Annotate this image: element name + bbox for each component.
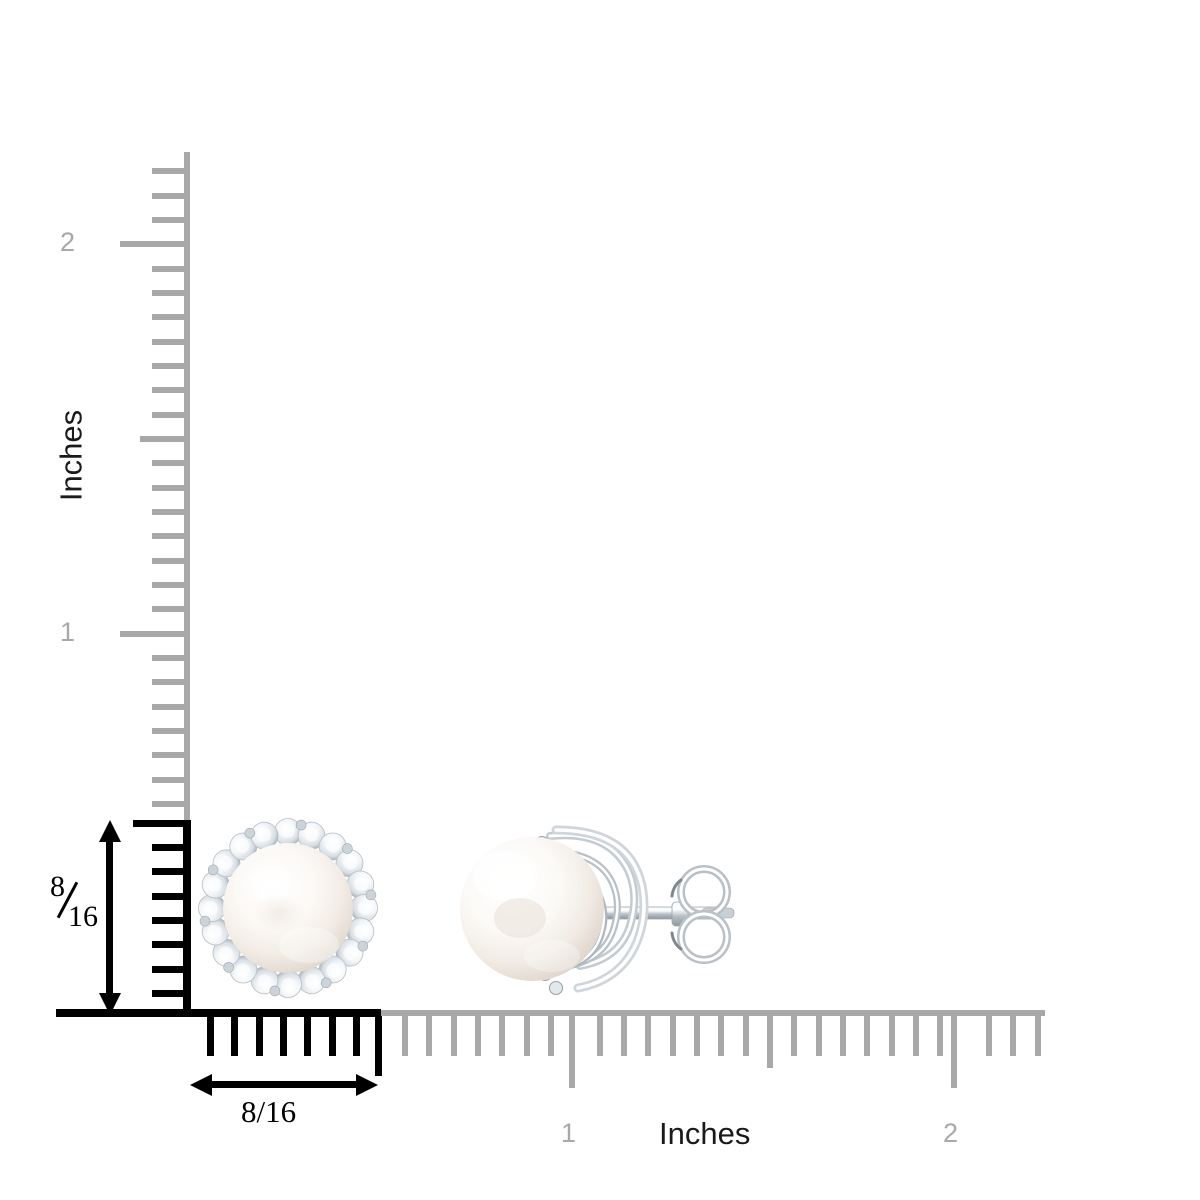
horizontal-tick xyxy=(645,1016,651,1056)
horizontal-tick xyxy=(694,1016,700,1056)
height-dimension-line xyxy=(106,840,113,996)
horizontal-tick-highlight xyxy=(256,1016,263,1056)
horizontal-tick xyxy=(548,1016,554,1056)
horizontal-tick-highlight xyxy=(329,1016,336,1056)
horizontal-tick xyxy=(597,1016,603,1056)
width-arrow-right xyxy=(356,1074,378,1096)
width-dimension-line xyxy=(210,1081,360,1088)
pearl-side xyxy=(460,837,604,981)
vertical-tick xyxy=(152,679,190,685)
earring-front-view xyxy=(198,818,378,998)
vertical-tick xyxy=(152,314,190,320)
vertical-tick-highlight xyxy=(152,990,191,997)
horizontal-tick xyxy=(937,1016,943,1056)
horizontal-axis-line-gray xyxy=(381,1010,1045,1016)
vertical-tick xyxy=(152,193,190,199)
horizontal-tick-highlight xyxy=(280,1016,287,1056)
horizontal-tick xyxy=(840,1016,846,1056)
vertical-tick xyxy=(152,655,190,661)
vertical-tick xyxy=(152,339,190,345)
vertical-tick-inch-1 xyxy=(120,631,190,637)
vertical-tick xyxy=(152,217,190,223)
horizontal-axis-title: Inches xyxy=(659,1116,751,1151)
horizontal-tick-inch-1 xyxy=(569,1016,575,1088)
vertical-tick xyxy=(152,509,190,515)
horizontal-tick-inch-2 xyxy=(951,1016,957,1088)
height-measurement-label: 8 16 xyxy=(50,872,120,942)
horizontal-tick xyxy=(1035,1016,1041,1056)
horizontal-axis-line-black xyxy=(56,1009,381,1017)
horizontal-tick-highlight xyxy=(207,1016,214,1056)
horizontal-tick xyxy=(475,1016,481,1056)
horizontal-tick xyxy=(670,1016,676,1056)
horizontal-tick-highlight xyxy=(375,1016,382,1076)
vertical-tick xyxy=(152,582,190,588)
vertical-tick-highlight xyxy=(152,966,191,973)
vertical-tick xyxy=(152,704,190,710)
horizontal-label-1: 1 xyxy=(561,1118,577,1148)
diamond-halo xyxy=(198,818,378,998)
horizontal-tick-highlight xyxy=(353,1016,360,1056)
vertical-tick xyxy=(152,606,190,612)
height-fraction-numerator: 8 xyxy=(50,870,65,903)
vertical-label-1: 1 xyxy=(60,617,76,647)
horizontal-tick xyxy=(791,1016,797,1056)
horizontal-tick xyxy=(816,1016,822,1056)
vertical-tick xyxy=(152,558,190,564)
vertical-tick-highlight xyxy=(152,844,191,851)
vertical-tick-highlight xyxy=(152,941,191,948)
height-fraction-denominator: 16 xyxy=(68,900,98,933)
vertical-tick xyxy=(152,752,190,758)
height-arrow-top xyxy=(99,820,121,842)
width-arrow-left xyxy=(190,1074,212,1096)
vertical-tick xyxy=(152,363,190,369)
vertical-tick xyxy=(152,728,190,734)
earring-side-view xyxy=(460,825,735,996)
vertical-tick-highlight xyxy=(152,893,191,900)
horizontal-tick xyxy=(524,1016,530,1056)
horizontal-tick xyxy=(889,1016,895,1056)
horizontal-tick xyxy=(426,1016,432,1056)
horizontal-tick xyxy=(402,1016,408,1056)
horizontal-tick xyxy=(743,1016,749,1056)
horizontal-tick-highlight xyxy=(231,1016,238,1056)
vertical-tick xyxy=(152,777,190,783)
vertical-tick xyxy=(152,412,190,418)
horizontal-tick-highlight xyxy=(304,1016,311,1056)
vertical-tick-highlight xyxy=(152,868,191,875)
vertical-axis-title: Inches xyxy=(53,409,89,502)
vertical-tick xyxy=(152,533,190,539)
vertical-tick-inch-2 xyxy=(120,241,190,247)
vertical-tick-highlight xyxy=(133,820,191,827)
vertical-tick xyxy=(152,290,190,296)
vertical-tick xyxy=(152,387,190,393)
vertical-tick xyxy=(152,801,190,807)
horizontal-tick xyxy=(913,1016,919,1056)
horizontal-tick xyxy=(986,1016,992,1056)
horizontal-tick xyxy=(864,1016,870,1056)
vertical-tick-highlight xyxy=(152,917,191,924)
pearl-front xyxy=(223,843,353,973)
horizontal-tick xyxy=(451,1016,457,1056)
width-measurement-label: 8/16 xyxy=(241,1094,297,1129)
horizontal-tick xyxy=(621,1016,627,1056)
horizontal-tick-half xyxy=(767,1016,773,1068)
horizontal-tick xyxy=(718,1016,724,1056)
vertical-label-2: 2 xyxy=(60,227,76,257)
horizontal-tick xyxy=(499,1016,505,1056)
vertical-tick xyxy=(152,485,190,491)
vertical-tick xyxy=(152,168,190,174)
horizontal-tick xyxy=(1010,1016,1016,1056)
vertical-tick-half xyxy=(140,436,190,442)
height-arrow-bottom xyxy=(99,993,121,1015)
horizontal-label-2: 2 xyxy=(943,1118,959,1148)
vertical-tick xyxy=(152,266,190,272)
butterfly-clutch-back xyxy=(670,865,731,964)
vertical-tick xyxy=(152,460,190,466)
